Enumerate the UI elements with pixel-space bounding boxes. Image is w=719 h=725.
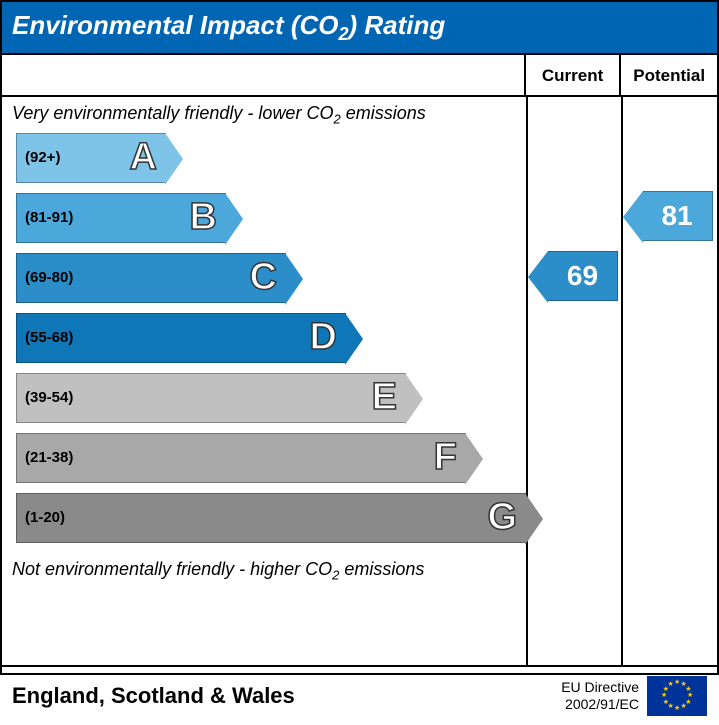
band-chevron-icon [405,373,423,425]
eu-star-icon: ★ [663,700,668,705]
header-current: Current [526,55,622,95]
title-pre: Environmental Impact (CO [12,10,339,40]
eu-star-icon: ★ [681,704,686,709]
band-chevron-icon [285,253,303,305]
band-e: (39-54) E [16,373,406,423]
eu-directive-text: EU Directive 2002/91/EC [561,679,639,713]
band-a: (92+) A [16,133,166,183]
band-letter: B [190,196,217,239]
title-sub: 2 [339,24,349,44]
band-letter: G [487,496,517,539]
chart-title: Environmental Impact (CO2) Rating [2,2,717,55]
band-chevron-icon [225,193,243,245]
eu-star-icon: ★ [663,687,668,692]
eu-flag-icon: ★★★★★★★★★★★★ [647,676,707,716]
caption-bottom: Not environmentally friendly - higher CO… [2,553,526,589]
chart-body: Very environmentally friendly - lower CO… [2,97,717,665]
footer-region: England, Scotland & Wales [12,683,295,709]
band-chevron-icon [165,133,183,185]
current-pointer: 69 [548,251,618,301]
eu-star-icon: ★ [661,693,666,698]
band-range: (39-54) [17,389,73,406]
column-headers: Current Potential [2,55,717,97]
band-g: (1-20) G [16,493,526,543]
potential-pointer: 81 [643,191,713,241]
band-chevron-icon [465,433,483,485]
band-range: (69-80) [17,269,73,286]
band-range: (21-38) [17,449,73,466]
band-letter: E [372,376,397,419]
bands-column: Very environmentally friendly - lower CO… [2,97,528,665]
title-post: ) Rating [349,10,446,40]
chart-footer: England, Scotland & Wales EU Directive 2… [2,665,717,725]
bands-area: (92+) A (81-91) B (69-80) C (55-68) D (39-54) E (2… [2,133,526,543]
band-letter: F [434,436,457,479]
band-d: (55-68) D [16,313,346,363]
epc-rating-chart: Environmental Impact (CO2) Rating Curren… [0,0,719,675]
potential-column: 81 [623,97,717,665]
pointer-arrow-icon [528,251,548,303]
band-letter: D [310,316,337,359]
band-range: (1-20) [17,509,65,526]
eu-star-icon: ★ [687,693,692,698]
eu-star-icon: ★ [674,706,679,711]
band-range: (92+) [17,149,60,166]
band-f: (21-38) F [16,433,466,483]
caption-top: Very environmentally friendly - lower CO… [2,97,526,133]
band-letter: A [130,136,157,179]
band-chevron-icon [345,313,363,365]
band-c: (69-80) C [16,253,286,303]
header-spacer [2,55,526,95]
eu-star-icon: ★ [668,682,673,687]
current-column: 69 [528,97,623,665]
band-range: (55-68) [17,329,73,346]
eu-star-icon: ★ [685,687,690,692]
band-b: (81-91) B [16,193,226,243]
eu-star-icon: ★ [674,680,679,685]
pointer-arrow-icon [623,191,643,243]
eu-star-icon: ★ [668,704,673,709]
footer-right: EU Directive 2002/91/EC ★★★★★★★★★★★★ [561,676,707,716]
band-letter: C [250,256,277,299]
band-range: (81-91) [17,209,73,226]
header-potential: Potential [621,55,717,95]
